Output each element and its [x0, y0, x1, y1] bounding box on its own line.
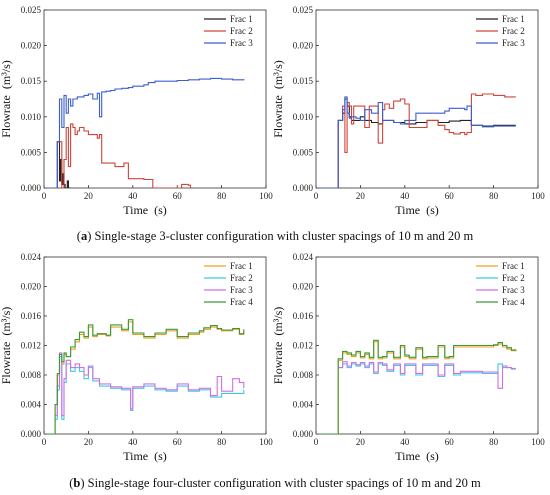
chart-1: 0 20 40 60 80 100 0.000 0.005 0.010 0.015 0.020 0.0…	[0, 5, 273, 217]
x-tick-label: 20	[356, 191, 366, 201]
series-line-frac-1	[44, 321, 245, 434]
y-tick-label: 0.016	[293, 311, 314, 321]
x-tick-label: 0	[314, 191, 319, 201]
plot-frame	[43, 256, 267, 435]
x-tick-label: 60	[445, 191, 455, 201]
y-tick-label: 0.020	[21, 282, 42, 292]
y-tick-label: 0.004	[21, 400, 42, 410]
y-tick-label: 0.012	[293, 341, 313, 351]
caption-a: (a) Single-stage 3-cluster configuration…	[76, 229, 474, 243]
legend-label-frac-3: Frac 3	[230, 38, 253, 48]
y-tick-label: 0.024	[293, 252, 314, 262]
series-line-frac-4	[44, 319, 245, 434]
x-tick-label: 20	[84, 191, 94, 201]
series-line-frac-3	[316, 96, 516, 188]
y-tick-label: 0.015	[293, 76, 314, 86]
x-axis-label: Time (s)	[395, 203, 439, 217]
x-tick-label: 80	[217, 437, 227, 447]
y-tick-label: 0.000	[21, 429, 42, 439]
x-tick-label: 100	[259, 437, 273, 447]
caption-a-letter: a	[80, 229, 88, 243]
y-tick-label: 0.000	[293, 429, 314, 439]
x-tick-label: 0	[42, 191, 47, 201]
x-axis-label: Time (s)	[395, 449, 439, 463]
legend-label-frac-1: Frac 1	[502, 261, 525, 271]
y-tick-label: 0.016	[21, 311, 42, 321]
y-tick-label: 0.025	[293, 5, 314, 15]
caption-b: (b) Single-stage four-cluster configurat…	[69, 476, 481, 490]
caption-b-letter: b	[73, 476, 81, 490]
y-tick-label: 0.010	[293, 112, 314, 122]
x-tick-label: 80	[489, 437, 499, 447]
y-axis-label: Flowrate (m³/s)	[271, 307, 285, 385]
legend-label-frac-1: Frac 1	[502, 14, 525, 24]
legend-label-frac-1: Frac 1	[230, 14, 253, 24]
y-tick-label: 0.020	[21, 41, 42, 51]
x-tick-label: 20	[84, 437, 94, 447]
legend-label-frac-4: Frac 4	[230, 297, 253, 307]
x-tick-label: 100	[259, 191, 273, 201]
x-axis-label: Time (s)	[123, 449, 167, 463]
y-tick-label: 0.004	[293, 400, 314, 410]
chart-2: 0 20 40 60 80 100 0.000 0.005 0.010 0.015 0.020 0.0…	[271, 5, 545, 217]
caption-b-text: Single-stage four-cluster configuration …	[84, 476, 481, 490]
y-axis-label: Flowrate (m³/s)	[0, 307, 13, 385]
caption-a-text: Single-stage 3-cluster configuration wit…	[91, 229, 474, 243]
y-tick-label: 0.008	[21, 370, 42, 380]
series-line-frac-1	[44, 141, 71, 188]
series-line-frac-4	[316, 339, 517, 434]
legend-label-frac-2: Frac 2	[502, 26, 525, 36]
x-tick-label: 40	[128, 437, 138, 447]
x-tick-label: 60	[173, 437, 183, 447]
series-line-frac-2	[57, 123, 192, 188]
legend-label-frac-3: Frac 3	[502, 38, 525, 48]
x-tick-label: 0	[42, 437, 47, 447]
chart-3: 0 20 40 60 80 100 0.000 0.004 0.008 0.012 0.016 0.0…	[0, 252, 273, 463]
y-axis-label: Flowrate (m³/s)	[271, 60, 285, 138]
legend-label-frac-3: Frac 3	[230, 285, 253, 295]
x-tick-label: 20	[356, 437, 366, 447]
x-tick-label: 40	[400, 191, 410, 201]
y-tick-label: 0.005	[21, 147, 42, 157]
y-tick-label: 0.020	[293, 282, 314, 292]
legend-label-frac-1: Frac 1	[230, 261, 253, 271]
y-tick-label: 0.010	[21, 112, 42, 122]
x-tick-label: 40	[128, 191, 138, 201]
y-tick-label: 0.000	[293, 183, 314, 193]
y-axis-label: Flowrate (m³/s)	[0, 60, 13, 138]
legend-label-frac-2: Frac 2	[230, 273, 253, 283]
y-tick-label: 0.000	[21, 183, 42, 193]
x-tick-label: 0	[314, 437, 319, 447]
legend-label-frac-2: Frac 2	[502, 273, 525, 283]
series-line-frac-3	[44, 77, 245, 188]
y-tick-label: 0.025	[21, 5, 42, 15]
x-tick-label: 60	[173, 191, 183, 201]
y-tick-label: 0.020	[293, 41, 314, 51]
chart-4: 0 20 40 60 80 100 0.000 0.004 0.008 0.012 0.016 0.0…	[271, 252, 545, 463]
x-tick-label: 100	[531, 437, 545, 447]
series-line-frac-3	[55, 352, 245, 417]
x-tick-label: 40	[400, 437, 410, 447]
y-tick-label: 0.005	[293, 147, 314, 157]
plot-frame	[315, 9, 539, 189]
series-line-frac-1	[316, 98, 516, 188]
legend-label-frac-3: Frac 3	[502, 285, 525, 295]
y-tick-label: 0.012	[21, 341, 41, 351]
x-tick-label: 80	[489, 191, 499, 201]
x-tick-label: 100	[531, 191, 545, 201]
series-line-frac-2	[316, 93, 516, 188]
y-tick-label: 0.008	[293, 370, 314, 380]
y-tick-label: 0.015	[21, 76, 42, 86]
series-line-frac-2	[55, 356, 245, 420]
x-tick-label: 60	[445, 437, 455, 447]
series-line-frac-3	[338, 361, 516, 389]
legend-label-frac-2: Frac 2	[230, 26, 253, 36]
legend-label-frac-4: Frac 4	[502, 297, 525, 307]
y-tick-label: 0.024	[21, 252, 42, 262]
x-axis-label: Time (s)	[123, 203, 167, 217]
x-tick-label: 80	[217, 191, 227, 201]
